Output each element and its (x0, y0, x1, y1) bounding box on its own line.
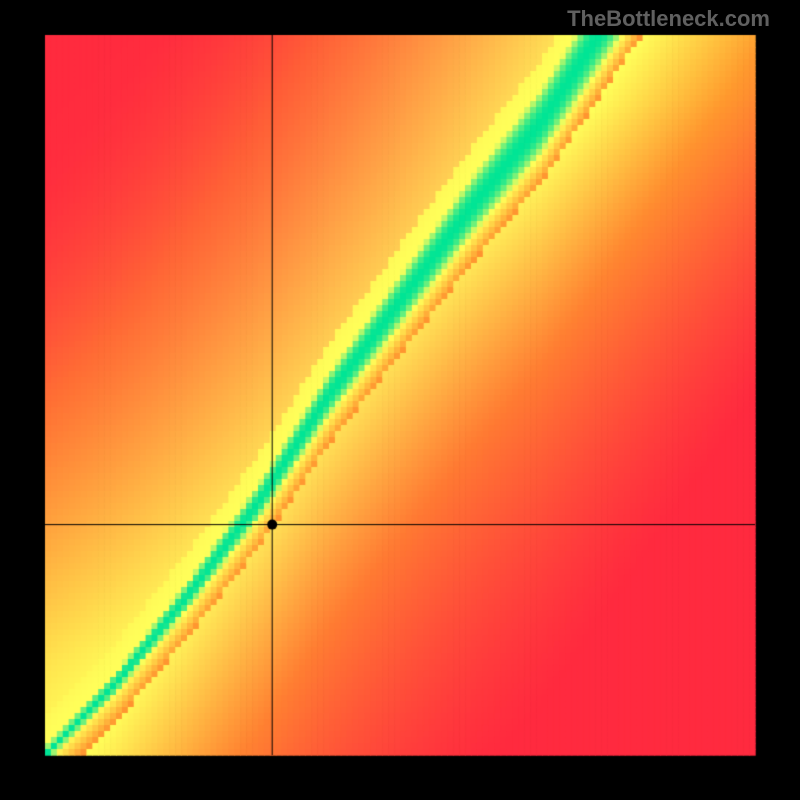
chart-container: TheBottleneck.com (0, 0, 800, 800)
watermark-text: TheBottleneck.com (567, 6, 770, 32)
heatmap-canvas (0, 0, 800, 800)
